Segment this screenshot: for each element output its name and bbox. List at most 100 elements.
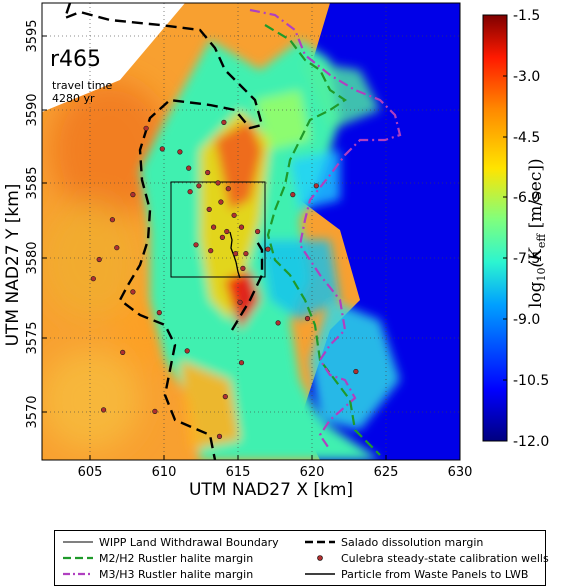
colorbar-tick-label: -10.5 <box>513 373 549 389</box>
calibration-well <box>90 276 96 282</box>
legend-label: Culebra steady-state calibration wells <box>341 551 549 565</box>
colorbar-title-suffix: [m/sec]) <box>525 158 546 234</box>
calibration-well <box>224 228 230 235</box>
calibration-well <box>208 248 214 254</box>
calibration-well <box>353 368 359 375</box>
colorbar-tick-label: -4.5 <box>513 130 540 146</box>
legend-solid-line-icon <box>305 573 335 575</box>
calibration-well <box>240 265 246 272</box>
colorbar <box>482 14 508 442</box>
legend-well-dot-icon <box>317 555 323 561</box>
y-axis <box>42 35 47 413</box>
calibration-well <box>233 251 239 257</box>
calibration-well <box>238 360 245 366</box>
legend-item-particle: Particle from Waste Panels to LWB <box>305 567 528 581</box>
colorbar-tick-label: -3.0 <box>513 69 540 85</box>
y-tick-label: 3585 <box>25 166 40 199</box>
calibration-well <box>237 299 243 305</box>
x-tick-label: 625 <box>374 465 399 480</box>
x-tick-label: 620 <box>300 465 325 480</box>
calibration-well <box>184 348 190 354</box>
y-tick-label: 3580 <box>25 241 40 274</box>
legend-item-lwb: WIPP Land Withdrawal Boundary <box>63 535 279 549</box>
k-field-nodata <box>42 3 185 112</box>
legend-label: Particle from Waste Panels to LWB <box>341 567 529 581</box>
legend-green-dashed-icon <box>63 556 93 560</box>
colorbar-title-sub: 10 <box>535 267 549 282</box>
grid <box>42 3 460 460</box>
colorbar-title-prefix: log <box>525 281 546 309</box>
calibration-well <box>143 125 149 131</box>
legend-label: M2/H2 Rustler halite margin <box>99 551 254 565</box>
calibration-well <box>290 192 296 198</box>
particle-path <box>229 231 241 279</box>
colorbar-tick-label: -12.0 <box>513 434 549 450</box>
calibration-well <box>205 169 211 176</box>
calibration-well <box>304 315 311 322</box>
legend-item-m2h2: M2/H2 Rustler halite margin <box>63 551 253 565</box>
calibration-well <box>130 289 136 295</box>
legend-label: Salado dissolution margin <box>341 535 484 549</box>
x-tick-label: 630 <box>448 465 473 480</box>
y-tick-label: 3575 <box>25 321 40 354</box>
colorbar-title: log10(Keff [m/sec]) <box>526 133 548 333</box>
colorbar-tick-label: -1.5 <box>513 8 540 24</box>
legend-label: WIPP Land Withdrawal Boundary <box>99 535 279 549</box>
legend-purple-dashdot-icon <box>63 572 93 576</box>
calibration-well <box>186 165 192 171</box>
calibration-well <box>196 183 202 189</box>
x-tick-label: 615 <box>226 465 251 480</box>
calibration-well <box>221 119 227 125</box>
travel-time-label: travel time 4280 yr <box>52 79 112 105</box>
legend: WIPP Land Withdrawal Boundary Salado dis… <box>54 530 549 586</box>
legend-item-salado: Salado dissolution margin <box>305 535 483 549</box>
plot-frame <box>41 2 461 461</box>
legend-label: M3/H3 Rustler halite margin <box>99 567 254 581</box>
calibration-well <box>130 192 136 198</box>
y-tick-label: 3595 <box>25 19 40 52</box>
colorbar-tick-label: -7.5 <box>513 251 540 267</box>
calibration-well <box>222 394 228 400</box>
calibration-well <box>152 408 158 415</box>
calibration-well <box>211 224 217 230</box>
calibration-well <box>275 320 281 326</box>
calibration-well <box>193 242 199 248</box>
calibration-well <box>313 183 319 189</box>
calibration-well <box>216 433 223 440</box>
calibration-well <box>187 189 193 195</box>
calibration-well <box>159 146 165 152</box>
k-field-central <box>140 40 380 460</box>
calibration-well <box>225 186 231 192</box>
calibration-well <box>156 310 162 316</box>
travel-time-value: 4280 yr <box>52 92 95 105</box>
calibration-well <box>265 246 271 252</box>
calibration-well <box>109 217 115 223</box>
calibration-well <box>120 349 126 356</box>
colorbar-title-mid: (K <box>525 248 546 268</box>
colorbar-tick-label: -6.0 <box>513 190 540 206</box>
calibration-well <box>219 234 225 240</box>
colorbar-title-sub2: eff <box>535 233 549 249</box>
calibration-well <box>114 245 120 251</box>
colorbar-tick-label: -9.0 <box>513 312 540 328</box>
y-axis-title: UTM NAD27 Y [km] <box>3 183 23 347</box>
legend-thin-line-icon <box>63 541 93 543</box>
legend-dashed-line-icon <box>305 540 335 544</box>
realization-label: r465 <box>50 47 102 72</box>
x-tick-label: 610 <box>152 465 177 480</box>
calibration-well <box>255 228 261 235</box>
calibration-well <box>238 224 245 230</box>
m3h3-halite-margin <box>249 8 402 451</box>
calibration-well <box>96 256 102 263</box>
x-axis <box>89 455 461 460</box>
calibration-wells <box>90 119 359 440</box>
colorbar-ticks <box>503 14 507 442</box>
legend-item-m3h3: M3/H3 Rustler halite margin <box>63 567 253 581</box>
calibration-well <box>243 251 249 257</box>
travel-time-caption: travel time <box>52 79 113 92</box>
calibration-well <box>215 180 221 186</box>
k-field-raster <box>42 3 460 460</box>
y-tick-label: 3570 <box>25 395 40 428</box>
calibration-well <box>177 149 183 155</box>
